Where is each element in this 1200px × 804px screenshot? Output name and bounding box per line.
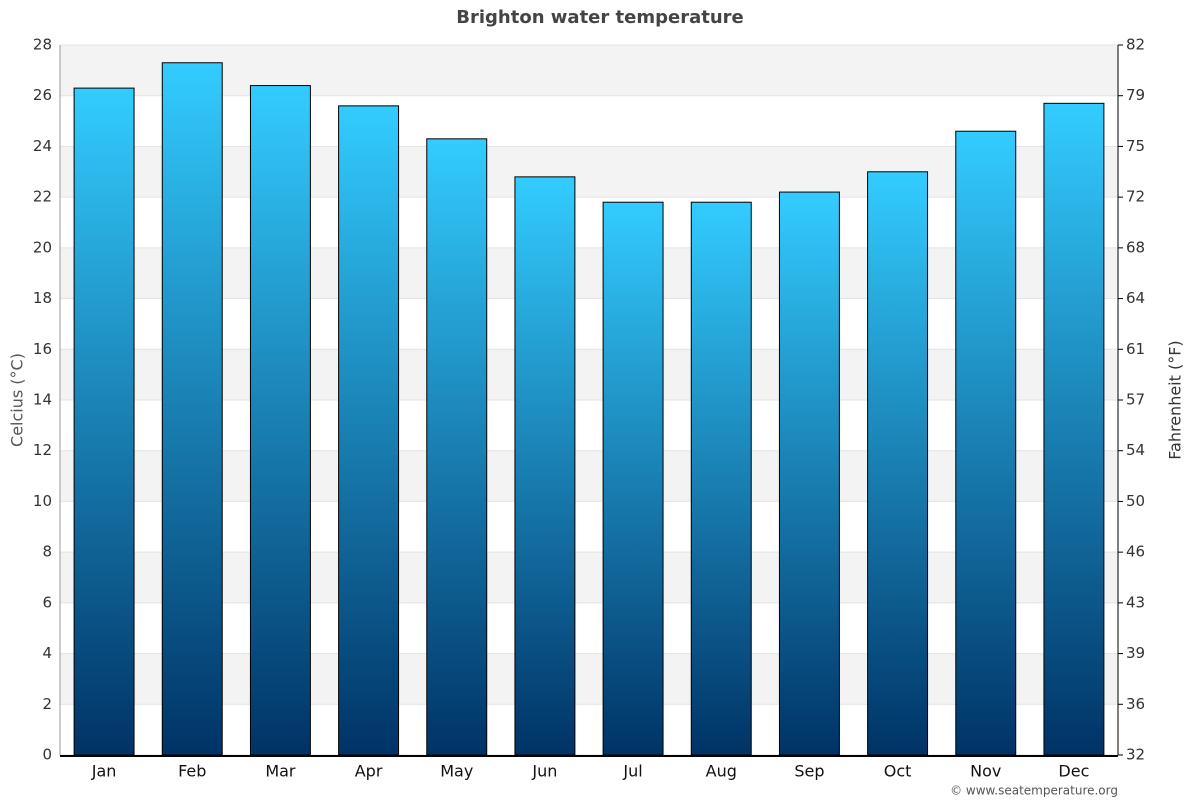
bar	[338, 105, 400, 756]
y-tick-label: 16	[33, 340, 52, 358]
plot-background	[60, 45, 1118, 705]
bar	[514, 176, 576, 756]
y2-tick-label: 50	[1126, 492, 1145, 510]
grid-band	[60, 349, 1118, 400]
grid-band	[60, 45, 1118, 96]
x-tick-label: Dec	[1058, 762, 1089, 781]
bar	[778, 191, 840, 756]
x-tick-label: Sep	[794, 762, 824, 781]
y-tick-label: 24	[33, 137, 52, 155]
y-tick-label: 4	[42, 644, 52, 662]
grid-band	[60, 247, 1118, 299]
y2-tick-label: 39	[1126, 644, 1145, 662]
x-tick-label: May	[440, 762, 473, 781]
x-tick-label: Nov	[970, 762, 1001, 781]
y-tick-label: 18	[33, 289, 52, 307]
y2-tick-label: 36	[1126, 695, 1145, 713]
grid-band	[60, 552, 1118, 603]
chart-title: Brighton water temperature	[456, 7, 743, 28]
y-tick-label: 6	[42, 593, 52, 611]
y2-tick-label: 64	[1126, 289, 1145, 307]
y-axis-label: Celcius (°C)	[8, 353, 27, 447]
grid-band	[60, 653, 1118, 705]
y-tick-label: 10	[33, 492, 52, 510]
y2-tick-label: 68	[1126, 238, 1145, 256]
y-tick-label: 20	[33, 238, 52, 256]
bar	[690, 201, 752, 756]
x-tick-label: Feb	[178, 762, 206, 781]
y-tick-label: 14	[33, 391, 52, 409]
bar	[249, 85, 311, 756]
y2-tick-label: 54	[1126, 441, 1145, 459]
y2-tick-label: 61	[1126, 340, 1145, 358]
y2-tick-label: 32	[1126, 746, 1145, 764]
bar	[1043, 102, 1105, 756]
grid-band	[60, 450, 1118, 502]
y2-tick-label: 79	[1126, 86, 1145, 104]
y-tick-label: 28	[33, 36, 52, 54]
bar	[867, 171, 929, 756]
y-tick-label: 0	[42, 746, 52, 764]
grid-band	[60, 146, 1118, 198]
y-tick-label: 12	[33, 441, 52, 459]
bar	[955, 130, 1017, 756]
y2-tick-label: 82	[1126, 36, 1145, 54]
x-tick-label: Jul	[622, 762, 642, 781]
y-tick-label: 2	[42, 695, 52, 713]
y2-tick-label: 57	[1126, 391, 1145, 409]
x-tick-label: Jun	[531, 762, 557, 781]
x-tick-label: Mar	[265, 762, 296, 781]
source-note: © www.seatemperature.org	[950, 784, 1118, 798]
y2-axis-label: Fahrenheit (°F)	[1166, 340, 1185, 459]
x-tick-label: Apr	[355, 762, 383, 781]
y2-tick-label: 46	[1126, 543, 1145, 561]
bar	[602, 201, 664, 756]
y2-tick-label: 43	[1126, 593, 1145, 611]
x-tick-label: Aug	[706, 762, 737, 781]
y-tick-label: 8	[42, 543, 52, 561]
y-tick-label: 26	[33, 86, 52, 104]
bar	[426, 138, 488, 756]
bar	[73, 87, 135, 756]
x-tick-label: Oct	[884, 762, 912, 781]
y2-tick-label: 72	[1126, 188, 1145, 206]
bar	[161, 62, 223, 756]
y2-tick-label: 75	[1126, 137, 1145, 155]
x-tick-label: Jan	[91, 762, 117, 781]
y-tick-label: 22	[33, 188, 52, 206]
